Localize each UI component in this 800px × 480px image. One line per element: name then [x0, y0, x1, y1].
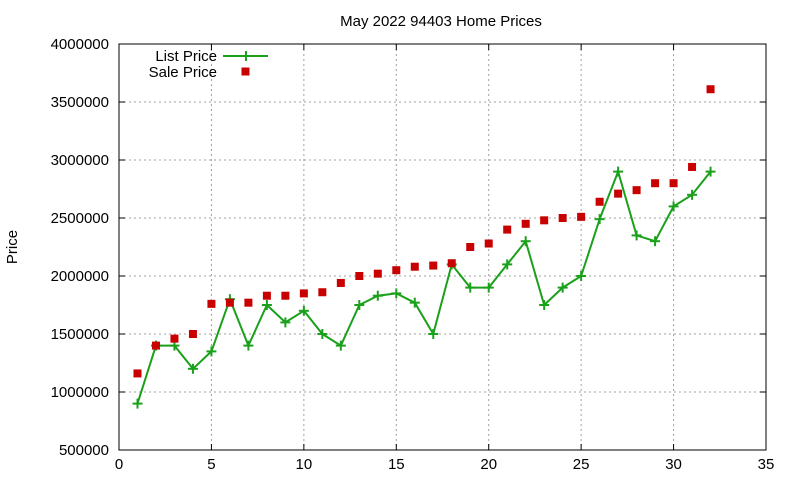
legend-label-sale-price: Sale Price: [149, 64, 217, 81]
list-price-point: [520, 236, 531, 247]
sale-price-point: [373, 269, 382, 278]
list-price-point: [539, 300, 550, 310]
y-tick-label: 1500000: [51, 326, 109, 343]
x-tick-label: 0: [115, 456, 123, 473]
list-price-point: [261, 300, 272, 310]
sale-price-point: [318, 288, 327, 297]
chart-title: May 2022 94403 Home Prices: [340, 13, 542, 30]
list-price-point: [650, 236, 661, 247]
sale-price-point: [447, 259, 456, 268]
sale-price-point: [540, 216, 549, 225]
list-price-point: [206, 346, 217, 357]
sale-price-point: [706, 85, 715, 94]
sale-price-point: [244, 298, 253, 307]
sale-price-point: [614, 189, 623, 198]
sale-price-point: [669, 179, 678, 188]
list-price-point: [705, 166, 716, 177]
sale-price-point: [410, 262, 419, 271]
list-price-point: [317, 329, 328, 339]
series-line-list-price: [136, 170, 712, 404]
tick-layer: 0 5 10 15 20 25 30 35 500000 1000000 1500000 200000…: [51, 36, 775, 473]
x-tick-label: 10: [296, 456, 313, 473]
list-price-point: [502, 259, 513, 270]
list-price-point: [335, 340, 346, 351]
sale-price-point: [225, 298, 234, 307]
sale-price-point: [151, 341, 160, 350]
x-tick-label: 25: [573, 456, 590, 473]
list-price-point: [687, 189, 698, 200]
sale-price-point: [484, 239, 493, 248]
sale-price-point: [688, 162, 697, 171]
list-price-point: [187, 363, 198, 374]
list-price-point: [243, 340, 254, 351]
y-tick-label: 1000000: [51, 384, 109, 401]
list-price-point: [372, 290, 383, 301]
y-tick-label: 2000000: [51, 268, 109, 285]
list-price-point: [613, 166, 624, 177]
y-axis-label: Price: [4, 230, 21, 264]
list-price-point: [576, 271, 587, 281]
list-price-point: [594, 214, 605, 225]
sale-price-point: [299, 289, 308, 298]
x-tick-label: 15: [388, 456, 405, 473]
legend: List Price Sale Price: [149, 48, 268, 81]
y-tick-label: 3500000: [51, 94, 109, 111]
sale-price-point: [133, 369, 142, 378]
list-price-point: [428, 329, 439, 339]
sale-price-point: [336, 278, 345, 287]
sale-price-point: [558, 214, 567, 222]
sale-price-point: [392, 266, 401, 275]
list-price-point: [631, 230, 642, 241]
y-tick-label: 3000000: [51, 152, 109, 169]
y-tick-label: 500000: [59, 442, 109, 459]
sale-price-point: [651, 179, 660, 188]
sale-price-point: [262, 291, 271, 300]
y-tick-label: 2500000: [51, 210, 109, 227]
y-tick-label: 4000000: [51, 36, 109, 53]
sale-price-point: [188, 330, 197, 338]
x-tick-label: 30: [665, 456, 682, 473]
sale-price-point: [170, 334, 179, 343]
sale-price-point: [503, 225, 512, 234]
list-price-point: [298, 305, 309, 316]
list-price-point: [354, 300, 365, 310]
sale-price-point: [207, 299, 216, 308]
list-price-point: [557, 282, 568, 293]
list-price-point: [132, 398, 143, 409]
list-price-point: [465, 282, 476, 293]
sale-price-point: [466, 243, 475, 251]
x-tick-label: 5: [207, 456, 215, 473]
grid-layer: [119, 44, 766, 450]
list-price-point: [391, 288, 402, 299]
list-price-point: [668, 201, 679, 212]
legend-label-list-price: List Price: [155, 48, 217, 65]
sale-price-point: [281, 291, 290, 300]
plot-area-frame: [118, 43, 767, 451]
list-price-point: [483, 282, 494, 293]
sale-price-point: [632, 186, 641, 195]
sale-price-point: [521, 219, 530, 228]
sale-price-point: [595, 197, 604, 206]
series-layer: [132, 85, 716, 409]
list-price-point: [409, 297, 420, 308]
x-tick-label: 20: [480, 456, 497, 473]
list-price-point: [280, 317, 291, 328]
sale-price-point: [577, 212, 586, 221]
legend-marker-sale-price: [241, 67, 250, 76]
sale-price-point: [355, 272, 364, 280]
sale-price-point: [429, 261, 438, 270]
x-tick-label: 35: [758, 456, 775, 473]
legend-marker-list-price: [241, 51, 251, 61]
